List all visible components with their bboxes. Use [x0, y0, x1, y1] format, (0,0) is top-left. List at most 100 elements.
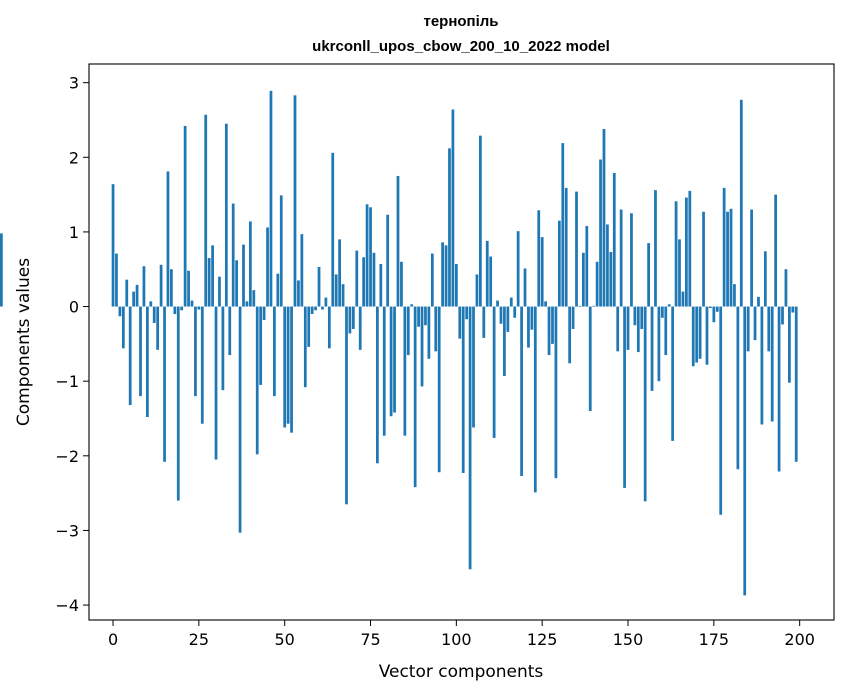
bar — [214, 306, 218, 460]
bars-layer — [0, 90, 798, 596]
bar — [262, 306, 266, 320]
bar — [640, 306, 644, 329]
bar — [544, 301, 547, 307]
bar — [207, 258, 211, 307]
bar — [273, 306, 276, 397]
bar — [248, 221, 252, 307]
bar — [479, 135, 482, 307]
bar — [279, 195, 283, 307]
bar — [334, 274, 338, 307]
bar — [231, 203, 235, 307]
bar — [509, 297, 513, 307]
bar — [489, 256, 493, 307]
bar — [111, 184, 115, 307]
bar — [242, 244, 245, 307]
bar — [145, 306, 149, 417]
bar — [557, 220, 561, 307]
bar — [739, 99, 743, 307]
bar — [170, 269, 173, 307]
bar — [722, 187, 726, 307]
x-tick-label: 200 — [784, 630, 815, 649]
bar — [592, 305, 596, 307]
bar — [482, 306, 486, 338]
bar — [516, 231, 520, 307]
bar — [128, 306, 132, 406]
bar — [163, 306, 166, 462]
bar — [403, 306, 407, 436]
bar — [794, 306, 798, 462]
bar — [194, 306, 197, 397]
bar — [310, 306, 314, 315]
bar — [791, 306, 795, 313]
bar — [575, 191, 578, 307]
x-tick-label: 75 — [360, 630, 380, 649]
y-tick-label: −3 — [55, 521, 79, 540]
bar — [389, 306, 393, 417]
bar — [636, 306, 640, 353]
x-axis-ticks: 0 25 50 75 100 125 150 175 200 — [108, 620, 815, 649]
bar — [255, 306, 259, 455]
bar — [540, 237, 544, 307]
bar — [533, 306, 537, 493]
bar — [681, 291, 685, 307]
x-tick-label: 175 — [699, 630, 730, 649]
y-tick-label: 0 — [69, 298, 79, 317]
x-axis-label: Vector components — [379, 662, 544, 682]
bar — [784, 269, 788, 307]
bar — [379, 264, 383, 307]
bar — [424, 306, 427, 326]
bar — [393, 306, 396, 413]
bar — [149, 301, 153, 307]
y-tick-label: 1 — [69, 223, 79, 242]
bar — [688, 190, 692, 307]
bar — [633, 306, 637, 326]
bar — [671, 306, 675, 441]
bar — [235, 260, 238, 307]
bar — [612, 172, 616, 307]
bar — [458, 306, 462, 339]
bar — [695, 306, 699, 363]
bar — [729, 208, 733, 307]
bar — [413, 306, 417, 488]
bar — [218, 276, 221, 307]
bar — [753, 306, 757, 341]
bar — [441, 242, 444, 307]
y-tick-label: −2 — [55, 447, 79, 466]
bar — [503, 306, 506, 376]
bar — [571, 306, 575, 329]
bar — [468, 306, 472, 570]
bar — [578, 305, 582, 307]
bar — [204, 114, 208, 307]
bar — [492, 306, 496, 438]
bar — [345, 306, 348, 505]
bar — [348, 306, 352, 334]
chart-title-line-2: ukrconll_upos_cbow_200_10_2022 model — [312, 38, 610, 55]
bar — [750, 209, 753, 307]
bar — [461, 306, 465, 473]
bar — [341, 284, 345, 307]
bar — [303, 306, 307, 388]
y-axis-ticks: −4 −3 −2 −1 0 1 2 3 — [55, 74, 89, 615]
bar — [757, 296, 760, 307]
bar — [187, 270, 190, 307]
bar — [448, 148, 451, 307]
bar — [523, 268, 527, 307]
bar — [358, 306, 362, 350]
bar — [286, 306, 290, 424]
bar — [224, 123, 228, 307]
bar — [372, 252, 376, 307]
bar — [667, 304, 671, 307]
bar — [135, 284, 139, 307]
bar — [774, 194, 778, 307]
bar — [674, 201, 678, 307]
bar — [132, 291, 136, 307]
bar — [369, 207, 372, 307]
bar — [300, 234, 304, 307]
bar — [702, 211, 705, 307]
bar — [746, 306, 750, 352]
bar — [606, 224, 609, 307]
bar — [685, 197, 688, 307]
bar — [767, 306, 771, 352]
bar — [307, 306, 311, 347]
